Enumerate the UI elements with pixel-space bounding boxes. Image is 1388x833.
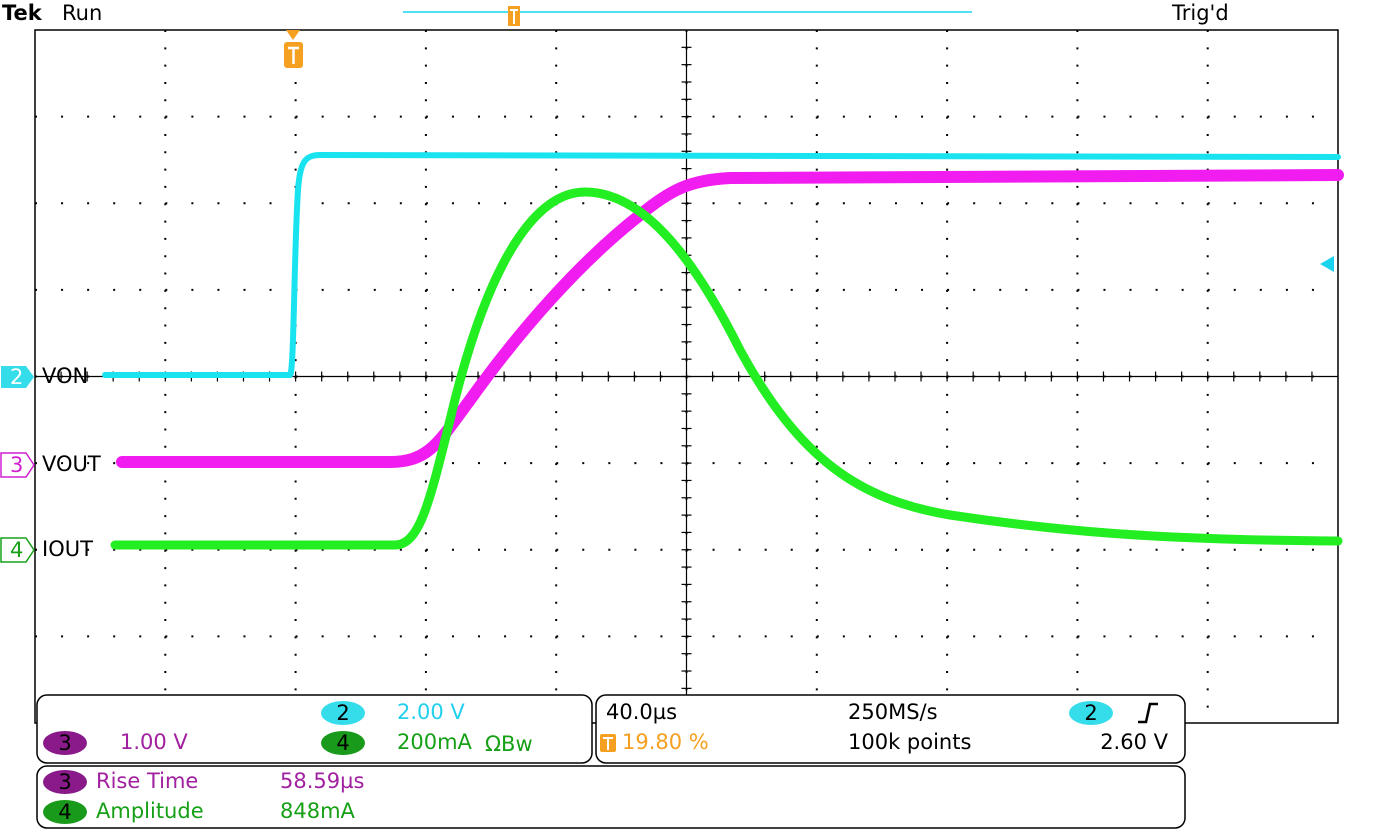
channel-number: 3 xyxy=(58,770,71,794)
channel-label: IOUT xyxy=(42,537,93,561)
ch2-trace xyxy=(102,152,1341,378)
channel-number: 3 xyxy=(58,731,71,755)
trigger-position-marker xyxy=(284,30,303,68)
channel-badge xyxy=(43,800,87,824)
channel-number: 2 xyxy=(336,701,349,725)
channel-number: 4 xyxy=(58,800,71,824)
channel-badge xyxy=(321,701,365,725)
channel-number: 3 xyxy=(10,453,23,477)
channel-number: 4 xyxy=(10,538,23,562)
ch3-scale: 1.00 V xyxy=(120,730,188,754)
bandwidth-icon: ΩBw xyxy=(485,732,533,756)
ch2-scale: 2.00 V xyxy=(397,700,465,724)
trigger-level-marker xyxy=(1320,256,1334,272)
measurement-value: 58.59µs xyxy=(280,769,364,793)
measurement-name: Rise Time xyxy=(96,769,198,793)
measurement-name: Amplitude xyxy=(96,799,204,823)
ch2-marker: 2 xyxy=(1,365,34,389)
measurement-value: 848mA xyxy=(280,799,356,823)
ch4-scale: 200mA xyxy=(397,730,473,754)
channel-label: VOUT xyxy=(42,452,101,476)
ch4-marker: 4 xyxy=(0,537,35,563)
record-trigger-marker xyxy=(508,6,520,26)
channel-badge xyxy=(43,770,87,794)
horizontal-readout xyxy=(595,694,1186,764)
rising-edge-icon xyxy=(1138,702,1158,724)
record-length: 100k points xyxy=(848,730,971,754)
trigger-level: 2.60 V xyxy=(1100,730,1168,754)
channel-label: VON xyxy=(42,364,88,388)
channel-number: 4 xyxy=(336,731,349,755)
trigger-position: 19.80 % xyxy=(622,730,709,754)
channel-badge xyxy=(43,731,87,755)
channel-badge xyxy=(1069,701,1113,725)
ch3-marker: 3 xyxy=(0,452,35,478)
channel-badge xyxy=(321,731,365,755)
ch3-trace xyxy=(116,169,1344,468)
run-status: Run xyxy=(62,1,102,25)
brand: Tek xyxy=(2,1,43,25)
channel-number: 2 xyxy=(10,365,23,389)
time-scale: 40.0µs xyxy=(606,700,677,724)
sample-rate: 250MS/s xyxy=(848,700,938,724)
ch4-trace xyxy=(110,187,1343,550)
vertical-readout xyxy=(36,694,593,764)
trigger-icon xyxy=(600,734,616,752)
trigger-source: 2 xyxy=(1084,701,1097,725)
measurements-panel xyxy=(36,765,1186,829)
trigger-state: Trig'd xyxy=(1171,1,1229,25)
